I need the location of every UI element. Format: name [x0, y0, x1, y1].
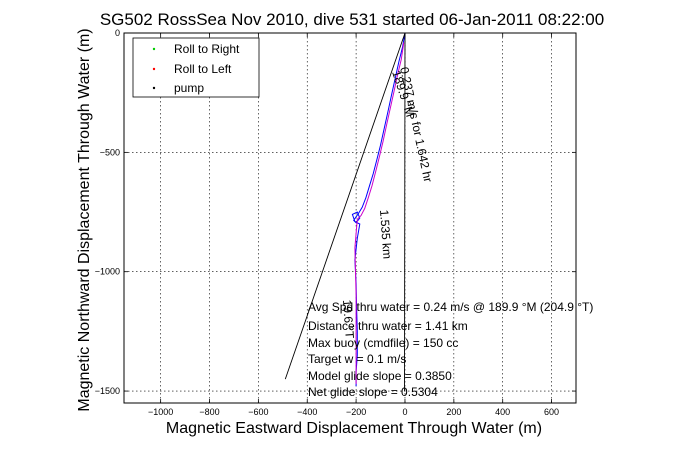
series-line-2 — [284, 32, 406, 380]
y-tick-label: −500 — [100, 147, 120, 157]
annotation-distance: Distance thru water = 1.41 km — [308, 319, 468, 333]
series-line-1 — [354, 42, 405, 384]
legend-marker-roll-right — [152, 47, 156, 51]
track-label-heading-t: 19.6 °T — [340, 299, 357, 339]
track-label-distance: 1.535 km — [377, 209, 394, 259]
annotation-avg-speed: Avg Spd thru water = 0.24 m/s @ 189.9 °M… — [308, 300, 593, 314]
legend-marker-pump — [152, 86, 156, 90]
y-axis-label: Magnetic Northward Displacement Through … — [76, 28, 93, 411]
x-tick-label: −600 — [248, 407, 268, 417]
legend-label-pump: pump — [174, 81, 204, 95]
legend: Roll to Right Roll to Left pump — [132, 37, 260, 98]
data-series — [284, 32, 406, 392]
annotation-max-buoy: Max buoy (cmdfile) = 150 cc — [308, 336, 458, 350]
x-tick-label: 600 — [544, 407, 559, 417]
chart-title: SG502 RossSea Nov 2010, dive 531 started… — [100, 10, 604, 29]
legend-label-roll-left: Roll to Left — [174, 62, 232, 76]
x-tick-label: 400 — [495, 407, 510, 417]
x-tick-label: 200 — [446, 407, 461, 417]
x-tick-label: −1000 — [148, 407, 173, 417]
annotation-target-w: Target w = 0.1 m/s — [308, 352, 406, 366]
annotation-net-glide: Net glide slope = 0.5304 — [308, 385, 438, 399]
axis-ticks: −1000 −800 −600 −400 −200 0 200 400 600 0 −500 −100… — [95, 28, 576, 417]
y-tick-label: −1000 — [95, 267, 120, 277]
x-tick-label: −800 — [199, 407, 219, 417]
series-line-3 — [404, 32, 406, 392]
legend-marker-roll-left — [152, 67, 156, 71]
x-tick-label: 0 — [402, 407, 407, 417]
x-tick-label: −200 — [346, 407, 366, 417]
y-tick-label: 0 — [115, 28, 120, 38]
y-tick-label: −1500 — [95, 386, 120, 396]
x-tick-label: −400 — [297, 407, 317, 417]
annotation-model-glide: Model glide slope = 0.3850 — [308, 369, 452, 383]
x-axis-label: Magnetic Eastward Displacement Through W… — [166, 420, 542, 437]
grid-lines — [124, 32, 576, 403]
legend-label-roll-right: Roll to Right — [174, 42, 240, 56]
